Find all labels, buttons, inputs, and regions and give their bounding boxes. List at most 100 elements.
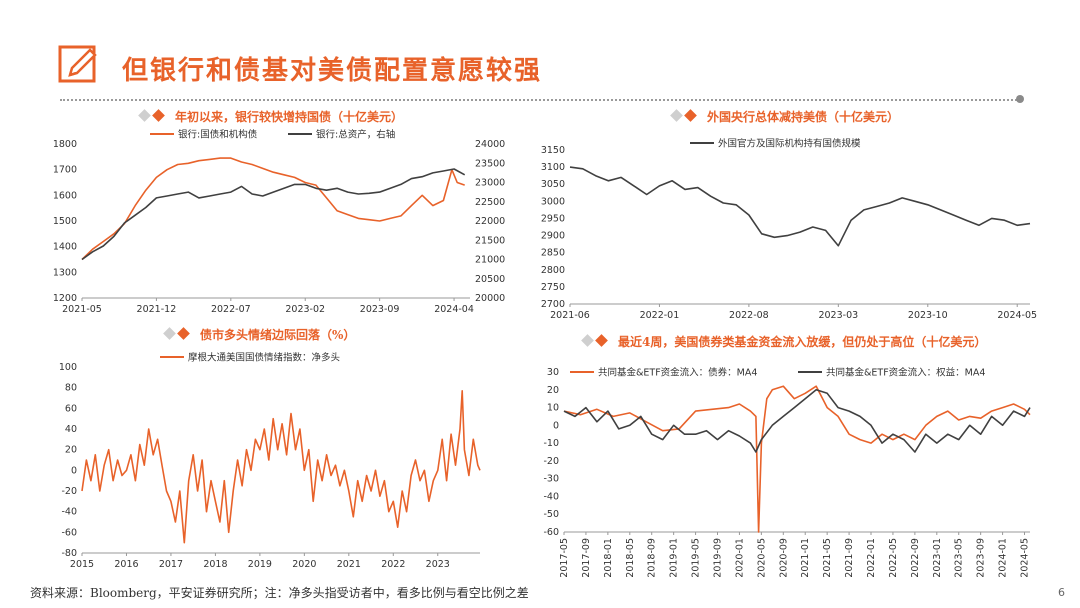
chart2-title: 外国央行总体减持美债（十亿美元） [707,110,900,124]
legend-label: 共同基金&ETF资金流入：债券：MA4 [598,367,757,379]
x-tick-label: 2022 [381,559,405,570]
legend-label: 摩根大通美国国债情绪指数：净多头 [188,352,340,364]
y-tick-label: 30 [547,367,559,378]
y-tick-label: 1500 [53,216,77,227]
x-tick-label: 2017-05 [559,538,570,578]
y-tick-label: 3000 [541,196,565,207]
y-tick-label: 20 [65,445,77,456]
x-tick-label: 2018-01 [603,538,614,578]
chart1-title-wrap: 年初以来，银行较快增持国债（十亿美元） [138,108,404,125]
x-tick-label: 2020-05 [756,538,767,578]
x-tick-label: 2019 [248,559,272,570]
y-tick-label: -60 [61,527,77,538]
x-tick-label: 2019-09 [713,538,724,578]
y-tick-label: 2900 [541,231,565,242]
x-tick-label: 2021-06 [550,310,590,321]
y-tick-label: 1400 [53,242,77,253]
x-tick-label: 2022-05 [888,538,899,578]
x-tick-label: 2022-01 [866,538,877,578]
y-tick-label: -20 [61,486,77,497]
y-tick-label: 1600 [53,190,77,201]
series-line-1 [81,390,481,544]
series-line-1 [81,157,465,261]
y-tick-label: 10 [547,403,559,414]
y-tick-label: 2950 [541,213,565,224]
x-tick-label: 2023-02 [285,304,325,315]
legend-label: 外国官方及国际机构持有国债规模 [718,138,861,150]
y-tick-label: -20 [543,456,559,467]
x-tick-label: 2023-10 [908,310,948,321]
y-tick-label: 3050 [541,179,565,190]
y-tick-label: -80 [61,548,77,559]
x-tick-label: 2024-04 [434,304,474,315]
x-tick-label: 2023-05 [954,538,965,578]
chart4-fund-flows: -60 -50 -40 -30 -20 -10 0 10 20 30 2017-05 2017-09 2… [543,367,1031,578]
y2-tick-label: 21000 [475,255,505,266]
y2-tick-label: 22500 [475,197,505,208]
x-tick-label: 2023-01 [932,538,943,578]
series-line-2 [563,389,1031,453]
x-tick-label: 2021-09 [844,538,855,578]
y-tick-label: 1300 [53,267,77,278]
y2-tick-label: 20000 [475,293,505,304]
legend-label: 银行:总资产，右轴 [316,129,395,141]
x-tick-label: 2020-01 [734,538,745,578]
series-line-2 [81,168,466,261]
y-tick-label: 2800 [541,265,565,276]
x-tick-label: 2018-09 [647,538,658,578]
y-tick-label: 1800 [53,139,77,150]
x-tick-label: 2021-12 [137,304,177,315]
x-tick-label: 2023-09 [976,538,987,578]
title-divider [60,99,1020,101]
y-tick-label: -50 [543,509,559,520]
y-tick-label: 3100 [541,162,565,173]
gray-diamond-icon [138,109,151,122]
y-tick-label: 0 [553,420,559,431]
legend-label: 银行:国债和机构债 [178,129,258,141]
y-tick-label: 1200 [53,293,77,304]
x-tick-label: 2024-01 [998,538,1009,578]
y2-tick-label: 21500 [475,235,505,246]
chart4-title-wrap: 最近4周，美国债券类基金资金流入放缓，但仍处于高位（十亿美元） [581,333,987,350]
page-number: 6 [1058,586,1065,599]
x-tick-label: 2020 [292,559,316,570]
chart3-treasury-sentiment: -80 -60 -40 -20 0 20 40 60 80 100 2015 2016 2017 2018… [59,352,481,570]
x-tick-label: 2020-09 [778,538,789,578]
series-line-1 [563,385,1031,533]
orange-diamond-icon [177,327,190,340]
y-tick-label: -30 [543,474,559,485]
x-tick-label: 2022-07 [211,304,251,315]
y-tick-label: 2750 [541,282,565,293]
source-note: 资料来源：Bloomberg，平安证券研究所；注：净多头指受访者中，看多比例与看… [30,586,529,600]
chart4-title: 最近4周，美国债券类基金资金流入放缓，但仍处于高位（十亿美元） [618,335,987,349]
legend-label: 共同基金&ETF资金流入：权益：MA4 [826,367,985,379]
series-line-1 [569,166,1031,247]
y-tick-label: 0 [71,465,77,476]
y-tick-label: -40 [61,507,77,518]
x-tick-label: 2019-01 [669,538,680,578]
y-tick-label: 80 [65,383,77,394]
divider-end-dot [1016,95,1024,103]
x-tick-label: 2016 [114,559,138,570]
x-tick-label: 2015 [70,559,94,570]
x-tick-label: 2018-05 [625,538,636,578]
y-tick-label: 20 [547,385,559,396]
orange-diamond-icon [152,109,165,122]
y-tick-label: 2700 [541,299,565,310]
x-tick-label: 2021-05 [62,304,102,315]
y-tick-label: 100 [59,362,77,373]
y-tick-label: -60 [543,527,559,538]
y-tick-label: -40 [543,491,559,502]
chart1-title: 年初以来，银行较快增持国债（十亿美元） [175,110,404,124]
y2-tick-label: 22000 [475,216,505,227]
x-tick-label: 2023-03 [818,310,858,321]
y2-tick-label: 20500 [475,274,505,285]
x-tick-label: 2023 [426,559,450,570]
x-tick-label: 2017-09 [581,538,592,578]
x-tick-label: 2024-05 [997,310,1037,321]
chart3-title-wrap: 债市多头情绪边际回落（%） [163,326,355,343]
y-tick-label: 40 [65,424,77,435]
orange-diamond-icon [595,334,608,347]
y2-tick-label: 23500 [475,158,505,169]
orange-diamond-icon [684,109,697,122]
